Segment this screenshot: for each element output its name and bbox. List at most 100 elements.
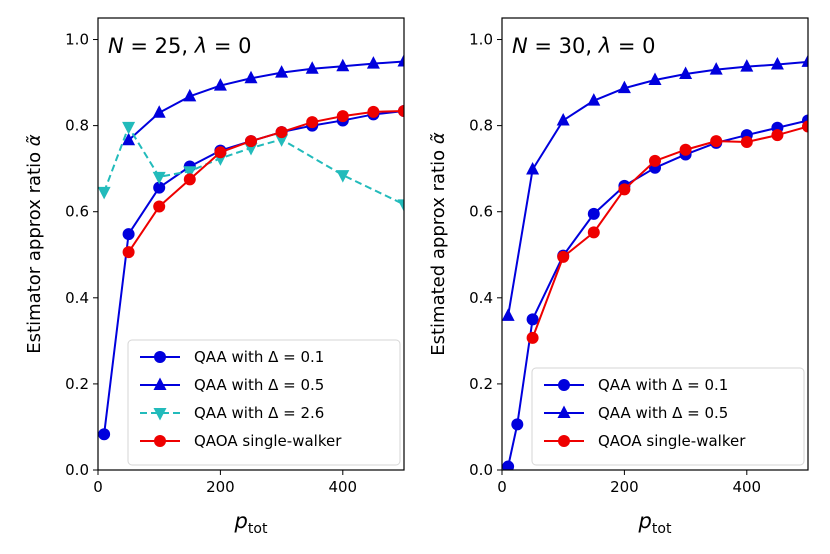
legend-label: QAA with Δ = 0.1 — [598, 376, 728, 394]
data-point — [183, 166, 197, 179]
data-point — [740, 135, 753, 148]
data-point — [649, 154, 661, 167]
legend-label: QAA with Δ = 0.5 — [194, 376, 324, 394]
chart-panel-1: 0.0 0.2 0.4 0.6 0.8 1.0 0 200 400 N = 25, λ = 0 Es… — [24, 17, 405, 537]
y-tick-label: 0.0 — [469, 461, 493, 479]
series-line — [531, 125, 808, 339]
data-point — [275, 65, 289, 78]
legend-label: QAA with Δ = 0.1 — [194, 348, 324, 366]
y-tick-label: 0.8 — [65, 117, 89, 135]
data-point — [366, 56, 380, 69]
data-point — [214, 146, 227, 159]
legend-marker — [153, 377, 167, 390]
data-point — [397, 199, 404, 212]
y-axis-label: Estimator approx ratio α̃ — [24, 134, 45, 354]
legend-label: QAA with Δ = 2.6 — [194, 404, 324, 422]
data-point — [526, 162, 540, 175]
data-point — [648, 72, 662, 85]
panel-title: N = 30, λ = 0 — [512, 34, 656, 58]
legend-label: QAOA single-walker — [598, 432, 746, 450]
x-axis-label: ptot — [638, 509, 672, 537]
data-point — [802, 120, 808, 133]
data-point — [556, 112, 570, 126]
data-point — [98, 428, 111, 441]
series-2 — [122, 53, 404, 146]
legend: QAA with Δ = 0.1 QAA with Δ = 0.5 QAOA sin… — [531, 367, 805, 466]
data-point — [336, 170, 350, 183]
data-point — [502, 308, 515, 321]
y-tick-label: 0.8 — [469, 117, 493, 135]
data-point — [771, 129, 784, 142]
plot-area — [98, 53, 404, 441]
data-point — [587, 226, 600, 239]
y-tick-label: 0.0 — [65, 461, 89, 479]
data-point — [511, 418, 524, 431]
data-point — [740, 59, 754, 72]
data-point — [122, 132, 136, 146]
data-point — [397, 53, 404, 67]
series-2 — [502, 54, 808, 321]
data-point — [587, 93, 601, 106]
y-tick-label: 0.2 — [469, 375, 493, 393]
legend-entry: QAA with Δ = 0.5 — [140, 376, 324, 394]
data-point — [153, 181, 166, 194]
legend-marker — [153, 408, 167, 421]
legend-marker — [558, 379, 570, 391]
axes-frame — [501, 17, 809, 471]
y-axis-label: Estimated approx ratio α̃ — [428, 132, 449, 356]
legend-entry: QAA with Δ = 0.1 — [544, 376, 728, 394]
legend-entry: QAA with Δ = 2.6 — [140, 404, 324, 422]
data-point — [526, 313, 539, 326]
x-tick-label: 0 — [93, 478, 103, 496]
x-tick-label: 200 — [206, 478, 235, 496]
legend-marker — [154, 435, 166, 447]
legend-label: QAA with Δ = 0.5 — [598, 404, 728, 422]
data-point — [183, 173, 196, 186]
data-point — [213, 78, 227, 91]
data-point — [152, 171, 166, 185]
legend-entry: QAOA single-walker — [140, 432, 342, 450]
data-point — [336, 110, 349, 123]
data-point — [709, 62, 723, 75]
data-point — [183, 88, 197, 102]
x-axis-label: ptot — [234, 509, 268, 537]
y-tick-label: 0.6 — [469, 203, 493, 221]
data-point — [98, 186, 111, 200]
data-point — [710, 135, 723, 148]
series-line — [127, 60, 404, 142]
series-3 — [526, 120, 808, 344]
data-point — [367, 105, 380, 118]
legend-entry: QAA with Δ = 0.5 — [544, 404, 728, 422]
x-tick-label: 400 — [328, 478, 357, 496]
data-point — [617, 80, 631, 94]
data-point — [152, 105, 166, 118]
data-point — [122, 121, 136, 135]
x-tick-label: 0 — [497, 478, 507, 496]
x-tick-label: 200 — [610, 478, 639, 496]
data-point — [245, 135, 257, 148]
axes-frame — [97, 17, 405, 471]
data-point — [587, 207, 600, 220]
legend-label: QAOA single-walker — [194, 432, 342, 450]
data-point — [305, 61, 319, 74]
data-point — [526, 331, 539, 344]
legend-box — [127, 339, 401, 466]
plot-area — [502, 54, 808, 470]
legend-box — [531, 367, 805, 466]
chart-panel-2: 0.0 0.2 0.4 0.6 0.8 1.0 0 200 400 N = 30, λ = 0 Es… — [428, 17, 809, 537]
data-point — [679, 66, 693, 79]
y-tick-label: 1.0 — [469, 31, 493, 49]
data-point — [801, 54, 808, 67]
data-point — [502, 460, 515, 470]
series-line — [127, 109, 404, 253]
data-point — [336, 58, 350, 72]
y-tick-label: 0.4 — [469, 289, 493, 307]
data-point — [770, 56, 784, 70]
data-point — [153, 200, 166, 213]
data-point — [122, 246, 135, 259]
y-tick-label: 0.2 — [65, 375, 89, 393]
legend: QAA with Δ = 0.1 QAA with Δ = 0.5 QAA with… — [127, 339, 401, 466]
legend-entry: QAOA single-walker — [544, 432, 746, 450]
data-point — [244, 70, 258, 84]
